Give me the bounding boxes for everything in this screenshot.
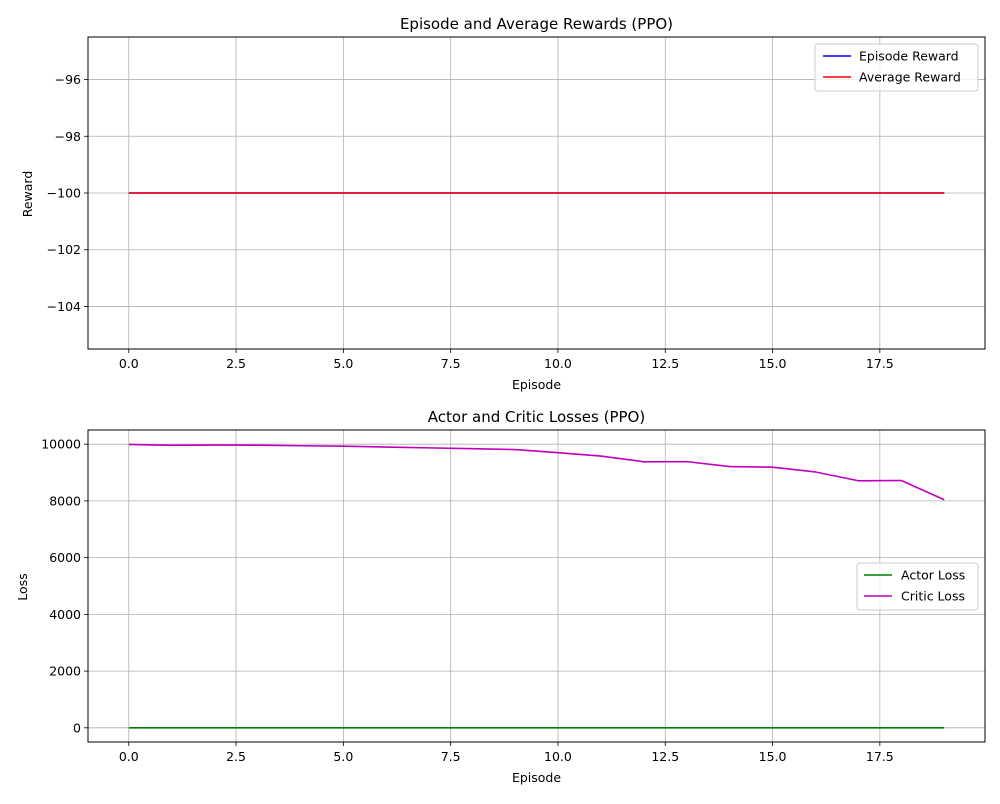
x-tick-label: 10.0 xyxy=(544,749,572,764)
x-tick-label: 7.5 xyxy=(441,749,461,764)
y-tick-label: −98 xyxy=(55,129,81,144)
y-tick-label: 4000 xyxy=(49,607,81,622)
legend-label-actor-loss: Actor Loss xyxy=(901,568,965,583)
legend-label-episode-reward: Episode Reward xyxy=(859,49,959,64)
rewards-chart: Episode and Average Rewards (PPO) 0.0 2.5… xyxy=(20,15,986,392)
x-tick-label: 0.0 xyxy=(119,356,139,371)
x-tick-label: 2.5 xyxy=(226,356,246,371)
rewards-legend-box xyxy=(814,43,979,92)
x-tick-label: 17.5 xyxy=(866,749,894,764)
y-tick-label: −102 xyxy=(47,242,81,257)
rewards-y-axis-label: Reward xyxy=(20,171,35,218)
y-tick-label: 2000 xyxy=(49,664,81,679)
y-tick-label: 8000 xyxy=(49,493,81,508)
x-tick-label: 17.5 xyxy=(866,356,894,371)
x-tick-label: 0.0 xyxy=(119,749,139,764)
x-tick-label: 2.5 xyxy=(226,749,246,764)
losses-grid xyxy=(88,430,985,742)
rewards-chart-title: Episode and Average Rewards (PPO) xyxy=(400,15,673,33)
rewards-x-ticks: 0.0 2.5 5.0 7.5 10.0 12.5 15.0 17.5 xyxy=(119,349,894,371)
y-tick-label: 6000 xyxy=(49,550,81,565)
x-tick-label: 15.0 xyxy=(759,749,787,764)
x-tick-label: 7.5 xyxy=(441,356,461,371)
series-line-critic-loss xyxy=(128,443,945,501)
legend-label-critic-loss: Critic Loss xyxy=(901,589,965,604)
losses-lines xyxy=(128,443,945,729)
losses-x-ticks: 0.0 2.5 5.0 7.5 10.0 12.5 15.0 17.5 xyxy=(119,742,894,764)
y-tick-label: −96 xyxy=(55,72,81,87)
legend-label-average-reward: Average Reward xyxy=(859,70,961,85)
x-tick-label: 10.0 xyxy=(544,356,572,371)
losses-legend: Actor Loss Critic Loss xyxy=(856,562,979,611)
losses-y-ticks: 0 2000 4000 6000 8000 10000 xyxy=(41,437,88,735)
x-tick-label: 5.0 xyxy=(333,356,353,371)
rewards-y-ticks: −104 −102 −100 −98 −96 xyxy=(47,72,88,314)
y-tick-label: 10000 xyxy=(41,437,81,452)
x-tick-label: 15.0 xyxy=(759,356,787,371)
y-tick-label: 0 xyxy=(73,720,81,735)
y-tick-label: −104 xyxy=(47,299,81,314)
y-tick-label: −100 xyxy=(47,186,81,201)
losses-y-axis-label: Loss xyxy=(15,573,30,600)
losses-chart: Actor and Critic Losses (PPO) 0.0 2.5 5.0 7… xyxy=(15,408,986,785)
losses-plot-frame xyxy=(87,429,986,743)
x-tick-label: 12.5 xyxy=(651,356,679,371)
losses-chart-title: Actor and Critic Losses (PPO) xyxy=(428,408,645,426)
rewards-x-axis-label: Episode xyxy=(512,377,561,392)
rewards-legend: Episode Reward Average Reward xyxy=(814,43,979,92)
losses-x-axis-label: Episode xyxy=(512,770,561,785)
x-tick-label: 5.0 xyxy=(333,749,353,764)
x-tick-label: 12.5 xyxy=(651,749,679,764)
